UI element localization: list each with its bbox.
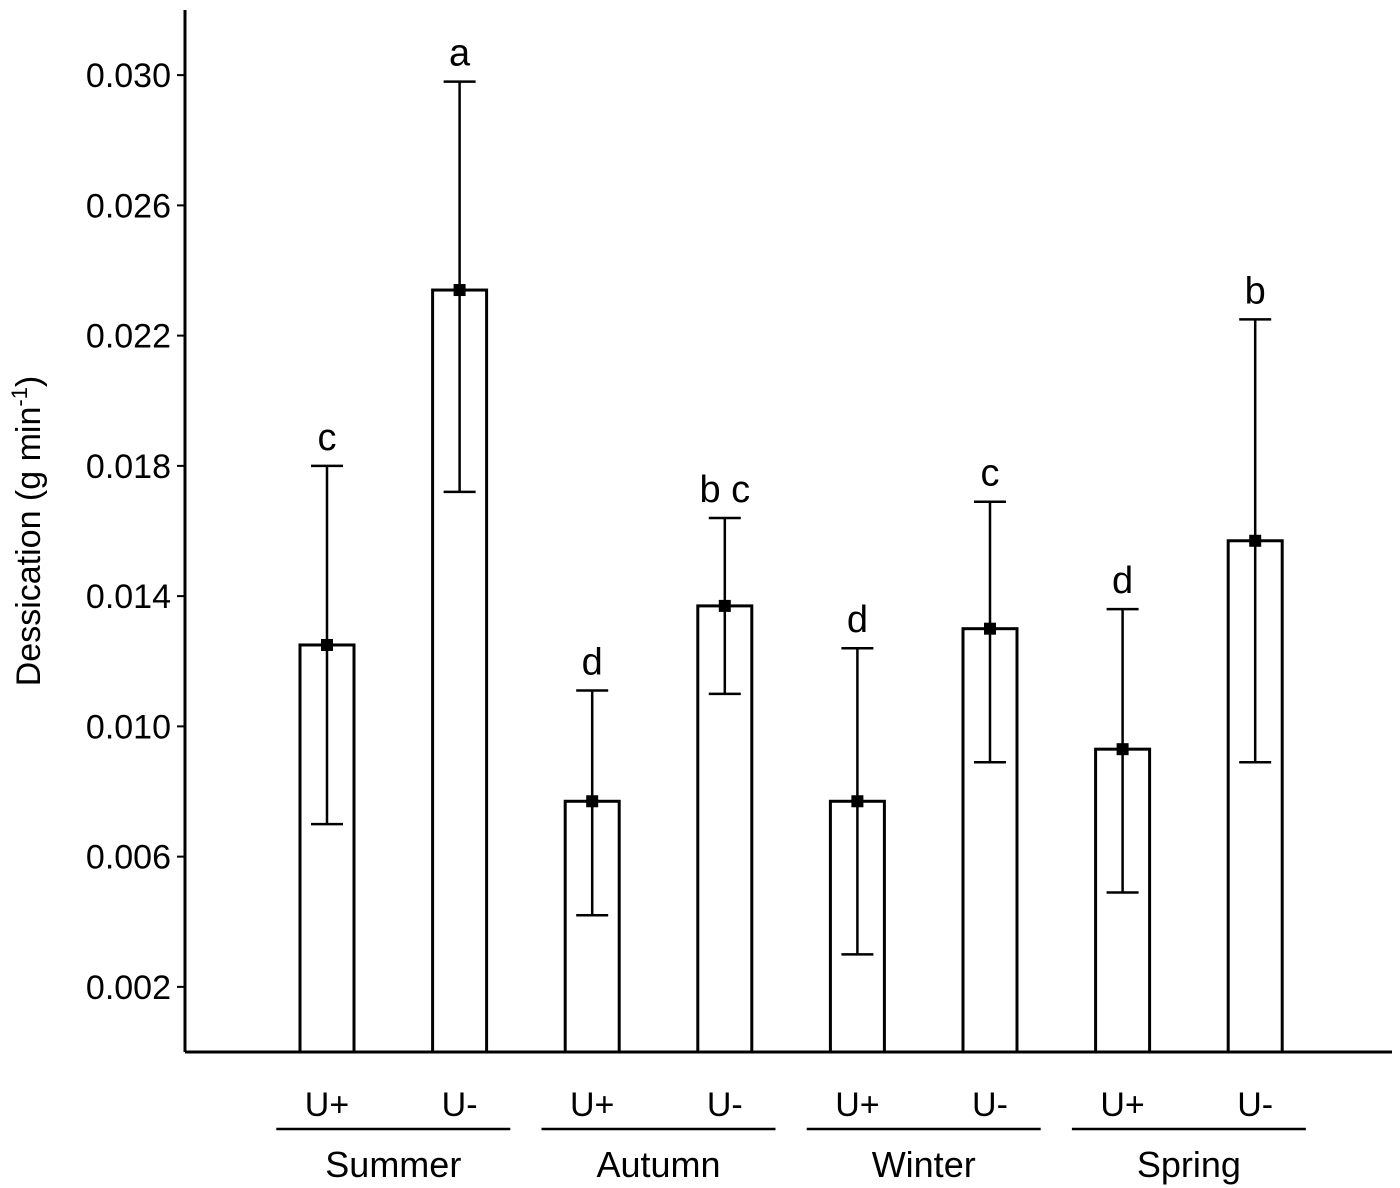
mean-marker [851,795,864,808]
mean-marker [718,599,731,612]
y-tick-label: 0.010 [86,708,171,746]
significance-letter: b [1245,270,1266,312]
group-label: Autumn [596,1144,720,1185]
mean-marker [1249,534,1262,547]
y-tick-label: 0.026 [86,187,171,225]
x-tick-label: U- [442,1086,478,1124]
significance-letter: c [318,417,337,459]
x-tick-label: U+ [1100,1086,1144,1124]
y-tick-label: 0.030 [86,57,171,95]
group-label: Spring [1137,1144,1241,1185]
significance-letter: c [981,453,1000,495]
x-labels: U+ U- U+ U- U+ U- U+ U- Summer Autumn Winter Spring [276,1086,1306,1185]
axes: 0.002 0.006 0.010 0.014 0.018 0.022 0.026 0.030 [86,10,1392,1054]
y-tick-label: 0.002 [86,969,171,1007]
significance-letter: a [449,33,471,75]
significance-letter: d [1112,560,1133,602]
y-tick-label: 0.006 [86,839,171,877]
significance-letter: d [847,599,868,641]
significance-letter: b c [699,469,750,511]
mean-marker [1116,743,1129,756]
x-tick-label: U+ [570,1086,614,1124]
significance-letter: d [582,642,603,684]
mean-marker [321,638,333,651]
y-tick-label: 0.022 [86,318,171,356]
group-label: Summer [325,1144,461,1185]
x-tick-label: U- [1237,1086,1273,1124]
mean-marker [984,622,996,635]
mean-marker [453,284,466,297]
mean-marker [586,795,599,808]
x-tick-label: U+ [305,1086,349,1124]
group-label: Winter [872,1144,976,1185]
bars: c a d b c d c d b [298,33,1284,1054]
y-tick-label: 0.014 [86,578,171,616]
x-tick-label: U- [707,1086,743,1124]
y-axis-label: Dessication (g min-1) [7,376,48,687]
x-tick-label: U- [972,1086,1008,1124]
y-tick-label: 0.018 [86,448,171,486]
x-tick-label: U+ [835,1086,879,1124]
